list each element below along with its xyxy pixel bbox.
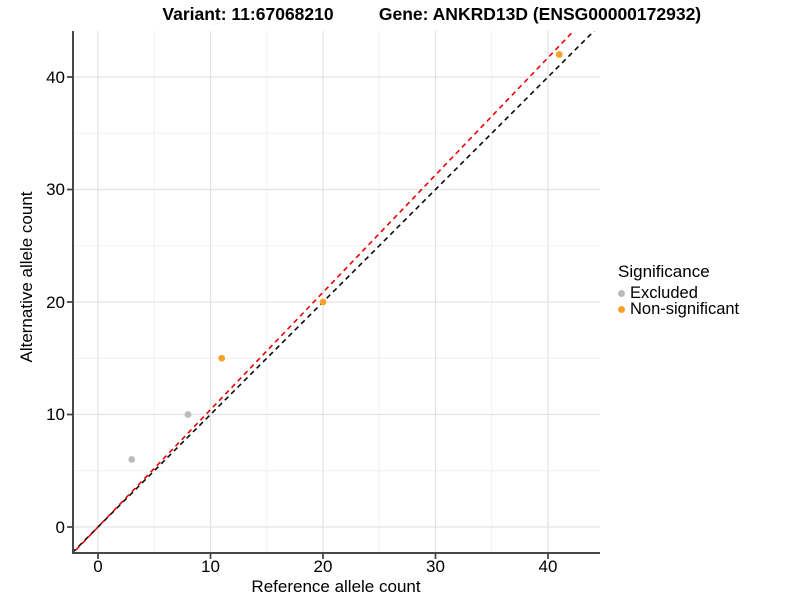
data-point-non-significant (319, 298, 327, 306)
data-point-non-significant (555, 51, 563, 58)
legend-item-label: Excluded (630, 283, 698, 302)
legend-title: Significance (618, 262, 710, 281)
grid-minor (73, 31, 600, 553)
x-axis-title: Reference allele count (251, 577, 421, 596)
variant-title: Variant: 11:67068210 (162, 4, 334, 24)
reference-lines (73, 31, 596, 553)
y-tick-label: 30 (46, 180, 65, 199)
legend-key-dot (618, 289, 625, 297)
grid-major (73, 31, 600, 553)
legend-item-label: Non-significant (630, 300, 740, 319)
tick-marks (67, 76, 549, 559)
legend-item-non-significant: Non-significant (618, 300, 740, 319)
x-tick-label: 40 (538, 557, 558, 576)
legend-item-excluded: Excluded (618, 283, 739, 302)
y-axis-title: Alternative allele count (17, 191, 36, 363)
y-tick-label: 10 (46, 405, 65, 424)
data-point-non-significant (218, 354, 226, 362)
identity-line (73, 31, 596, 553)
axis-lines (72, 31, 600, 554)
legend-items: Excluded Non-significant (618, 283, 740, 319)
x-tick-label: 0 (93, 557, 103, 576)
y-tick-label: 20 (46, 292, 65, 312)
y-tick-label: 0 (55, 517, 65, 537)
gene-title: Gene: ANKRD13D (ENSG00000172932) (378, 4, 702, 24)
fit-line (73, 31, 575, 553)
data-points (128, 51, 563, 463)
legend-key-dot (618, 306, 625, 314)
x-tick-label: 10 (201, 557, 220, 576)
y-tick-label: 40 (46, 67, 65, 87)
data-point-excluded (128, 456, 136, 463)
data-point-excluded (184, 411, 192, 418)
legend: Significance Excluded Non-significant (618, 262, 739, 318)
x-tick-label: 30 (426, 557, 445, 576)
x-tick-label: 20 (313, 557, 333, 576)
